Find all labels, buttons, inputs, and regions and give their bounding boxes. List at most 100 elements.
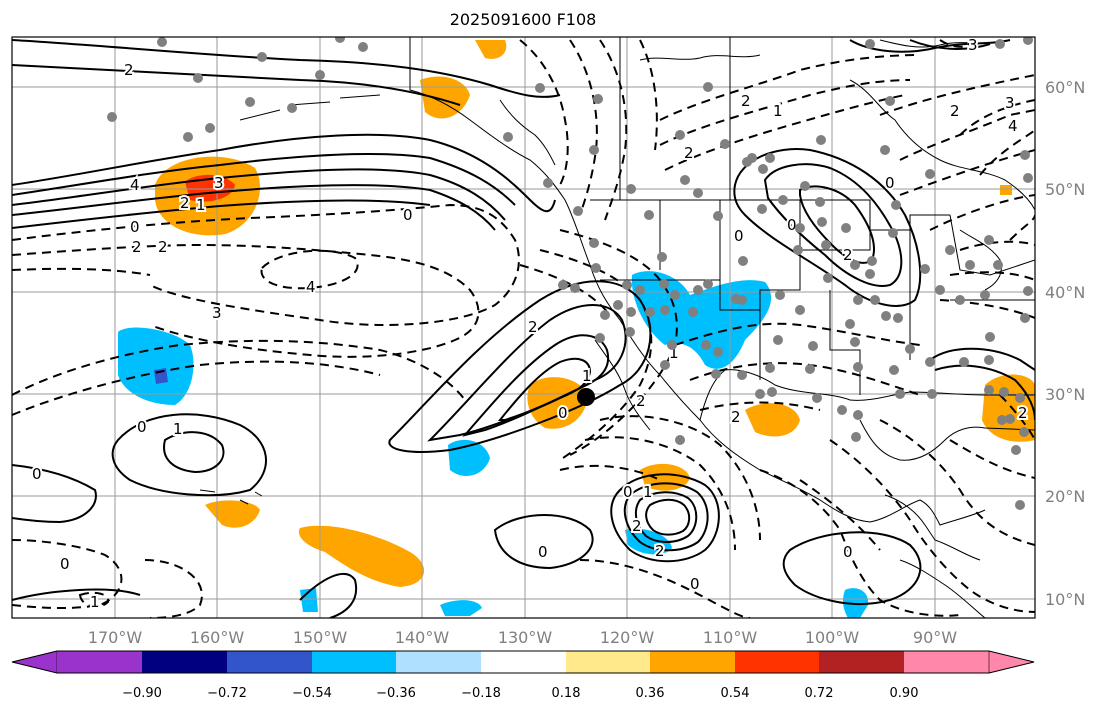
station-dot bbox=[626, 307, 636, 317]
positive-shade-southwest bbox=[298, 525, 425, 587]
station-dot bbox=[935, 285, 945, 295]
station-dot bbox=[793, 245, 803, 255]
station-dot bbox=[812, 393, 822, 403]
colorbar-swatch bbox=[904, 651, 989, 673]
station-dot bbox=[688, 307, 698, 317]
contour-label: 3 bbox=[214, 174, 224, 192]
station-dot bbox=[758, 164, 768, 174]
colorbar-tick-label: 0.72 bbox=[805, 686, 834, 701]
station-dot bbox=[589, 145, 599, 155]
station-dot bbox=[920, 264, 930, 274]
contour-label: 2 bbox=[180, 194, 190, 212]
station-dot bbox=[193, 73, 203, 83]
station-dot bbox=[851, 432, 861, 442]
contour-label: 0 bbox=[403, 206, 413, 224]
station-dot bbox=[335, 37, 345, 43]
station-dot bbox=[315, 70, 325, 80]
contour-label: 2 bbox=[731, 408, 741, 426]
station-dot bbox=[703, 82, 713, 92]
contour-label: 1 bbox=[196, 196, 206, 214]
contour-label: 0 bbox=[60, 555, 70, 573]
station-dot bbox=[765, 363, 775, 373]
station-dot bbox=[731, 294, 741, 304]
lon-label: 120°W bbox=[600, 628, 655, 647]
station-markers bbox=[107, 37, 1033, 510]
strong-negative-shade bbox=[154, 368, 168, 384]
station-dot bbox=[841, 223, 851, 233]
station-dot bbox=[767, 387, 777, 397]
station-dot bbox=[711, 369, 721, 379]
negative-shade-tropical bbox=[625, 528, 672, 555]
lon-label: 160°W bbox=[190, 628, 245, 647]
station-dot bbox=[775, 290, 785, 300]
colorbar-swatch bbox=[566, 651, 650, 673]
colorbar-tick-label: −0.54 bbox=[292, 686, 332, 701]
station-dot bbox=[865, 269, 875, 279]
station-dot bbox=[867, 256, 877, 266]
contour-label: 2 bbox=[636, 392, 646, 410]
station-dot bbox=[205, 123, 215, 133]
contour-label: 3 bbox=[212, 304, 222, 322]
station-dot bbox=[821, 240, 831, 250]
station-dot bbox=[1023, 37, 1033, 45]
station-dot bbox=[850, 337, 860, 347]
station-dot bbox=[570, 283, 580, 293]
contour-label: 3 bbox=[1005, 94, 1015, 112]
station-dot bbox=[626, 184, 636, 194]
contour-label: 2 bbox=[132, 238, 142, 256]
station-dot bbox=[622, 280, 632, 290]
station-dot bbox=[845, 319, 855, 329]
solid-contours bbox=[12, 39, 1035, 618]
colorbar-swatch bbox=[650, 651, 735, 673]
lon-label: 150°W bbox=[293, 628, 348, 647]
station-dot bbox=[959, 357, 969, 367]
colorbar-tick-label: −0.90 bbox=[122, 686, 162, 701]
contour-label: 1 bbox=[643, 483, 653, 501]
station-dot bbox=[657, 252, 667, 262]
station-dot bbox=[1020, 150, 1030, 160]
negative-shade-small-1 bbox=[300, 588, 318, 612]
station-dot bbox=[984, 385, 994, 395]
station-dot bbox=[1011, 445, 1021, 455]
station-dot bbox=[853, 362, 863, 372]
colorbar-tick-label: 0.90 bbox=[890, 686, 919, 701]
coastlines bbox=[199, 37, 1035, 618]
contour-label: 0 bbox=[690, 575, 700, 593]
contour-label: 4 bbox=[306, 278, 316, 296]
station-dot bbox=[905, 344, 915, 354]
contour-label: 2 bbox=[632, 517, 642, 535]
station-dot bbox=[853, 295, 863, 305]
contour-label: 1 bbox=[773, 102, 783, 120]
station-dot bbox=[625, 327, 635, 337]
colorbar-tick-label: −0.36 bbox=[376, 686, 416, 701]
station-dot bbox=[995, 39, 1005, 49]
contour-label: 2 bbox=[843, 246, 853, 264]
contour-label: 2 bbox=[741, 92, 751, 110]
station-dot bbox=[1015, 393, 1025, 403]
station-dot bbox=[795, 223, 805, 233]
contour-label: 2 bbox=[684, 144, 694, 162]
lat-label: 20°N bbox=[1045, 487, 1085, 506]
station-dot bbox=[955, 295, 965, 305]
station-dot bbox=[816, 135, 826, 145]
positive-shade-hawaii bbox=[205, 500, 260, 528]
lat-label: 10°N bbox=[1045, 590, 1085, 609]
station-dot bbox=[1005, 414, 1015, 424]
positive-shade-north bbox=[475, 40, 507, 59]
station-dot bbox=[1023, 173, 1033, 183]
station-dot bbox=[613, 300, 623, 310]
contour-label: 0 bbox=[538, 543, 548, 561]
station-dot bbox=[720, 139, 730, 149]
station-dot bbox=[157, 37, 167, 47]
colorbar-extend-high bbox=[988, 650, 1035, 674]
station-dot bbox=[984, 355, 994, 365]
station-dot bbox=[703, 279, 713, 289]
contour-label: 3 bbox=[968, 36, 978, 54]
station-dot bbox=[543, 178, 553, 188]
contour-label: 0 bbox=[623, 483, 633, 501]
station-dot bbox=[980, 290, 990, 300]
station-dot bbox=[1020, 313, 1030, 323]
colorbar-tick-label: −0.18 bbox=[461, 686, 501, 701]
station-dot bbox=[591, 263, 601, 273]
colorbar-swatch bbox=[735, 651, 819, 673]
